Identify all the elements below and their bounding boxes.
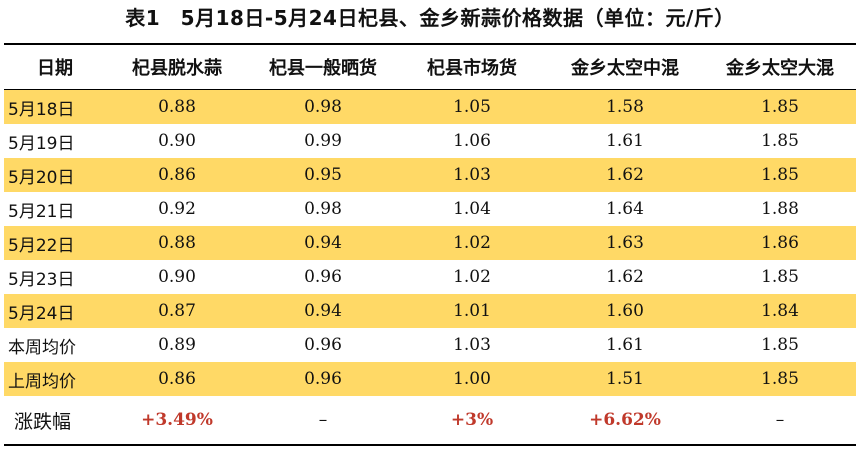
price-cell: 1.62 (606, 165, 644, 185)
price-cell: 1.63 (606, 233, 644, 253)
change-cell: – (775, 410, 785, 430)
price-cell: 0.94 (304, 301, 342, 321)
table-row-change: 涨跌幅 +3.49% – +3% +6.62% – (4, 396, 856, 446)
table-header-row: 日期 杞县脱水蒜 杞县一般晒货 杞县市场货 金乡太空中混 金乡太空大混 (4, 45, 856, 90)
price-cell: 1.85 (761, 369, 799, 389)
price-cell: 1.60 (606, 301, 644, 321)
price-cell: 1.61 (606, 131, 644, 151)
price-cell: 0.98 (304, 97, 342, 117)
column-header-qixian-market: 杞县市场货 (427, 58, 517, 79)
price-cell: 1.06 (453, 131, 491, 151)
price-cell: 1.86 (761, 233, 799, 253)
price-cell: 0.89 (158, 335, 196, 355)
date-cell: 5月18日 (8, 99, 75, 120)
price-cell: 1.85 (761, 267, 799, 287)
change-label: 涨跌幅 (14, 410, 72, 433)
table-row: 5月23日 0.90 0.96 1.02 1.62 1.85 (4, 260, 856, 294)
change-cell: +3.49% (141, 410, 213, 430)
price-cell: 0.94 (304, 233, 342, 253)
date-cell: 5月21日 (8, 201, 75, 222)
table-row-last-week-average: 上周均价 0.86 0.96 1.00 1.51 1.85 (4, 362, 856, 396)
price-cell: 1.85 (761, 165, 799, 185)
date-cell: 5月23日 (8, 269, 75, 290)
price-cell: 0.88 (158, 97, 196, 117)
table-row-this-week-average: 本周均价 0.89 0.96 1.03 1.61 1.85 (4, 328, 856, 362)
price-cell: 1.58 (606, 97, 644, 117)
table-row: 5月24日 0.87 0.94 1.01 1.60 1.84 (4, 294, 856, 328)
price-cell: 1.85 (761, 131, 799, 151)
price-cell: 1.88 (761, 199, 799, 219)
price-cell: 1.84 (761, 301, 799, 321)
price-cell: 1.64 (606, 199, 644, 219)
table-row: 5月21日 0.92 0.98 1.04 1.64 1.88 (4, 192, 856, 226)
price-cell: 0.96 (304, 267, 342, 287)
price-cell: 0.92 (158, 199, 196, 219)
price-cell: 1.61 (606, 335, 644, 355)
price-cell: 0.88 (158, 233, 196, 253)
price-cell: 1.85 (761, 97, 799, 117)
table-row: 5月22日 0.88 0.94 1.02 1.63 1.86 (4, 226, 856, 260)
column-header-jinxiang-medium: 金乡太空中混 (571, 58, 679, 79)
price-cell: 0.90 (158, 267, 196, 287)
price-cell: 1.03 (453, 165, 491, 185)
table-row: 5月18日 0.88 0.98 1.05 1.58 1.85 (4, 90, 856, 124)
date-cell: 5月20日 (8, 167, 75, 188)
date-cell: 5月24日 (8, 303, 75, 324)
price-cell: 1.85 (761, 335, 799, 355)
price-cell: 1.01 (453, 301, 491, 321)
price-cell: 1.51 (606, 369, 644, 389)
price-cell: 1.02 (453, 233, 491, 253)
price-cell: 0.95 (304, 165, 342, 185)
price-cell: 0.87 (158, 301, 196, 321)
column-header-date: 日期 (37, 58, 73, 79)
change-cell: +6.62% (589, 410, 661, 430)
price-cell: 0.86 (158, 165, 196, 185)
change-cell: +3% (450, 410, 494, 430)
price-table: 日期 杞县脱水蒜 杞县一般晒货 杞县市场货 金乡太空中混 金乡太空大混 5月18… (4, 43, 856, 446)
table-row: 5月20日 0.86 0.95 1.03 1.62 1.85 (4, 158, 856, 192)
price-cell: 0.90 (158, 131, 196, 151)
price-cell: 1.03 (453, 335, 491, 355)
price-cell: 0.96 (304, 335, 342, 355)
price-cell: 1.00 (453, 369, 491, 389)
table-row: 5月19日 0.90 0.99 1.06 1.61 1.85 (4, 124, 856, 158)
price-cell: 0.98 (304, 199, 342, 219)
price-cell: 0.96 (304, 369, 342, 389)
price-cell: 1.04 (453, 199, 491, 219)
column-header-qixian-dehydrated: 杞县脱水蒜 (132, 58, 222, 79)
price-cell: 1.02 (453, 267, 491, 287)
date-cell: 5月22日 (8, 235, 75, 256)
price-cell: 0.99 (304, 131, 342, 151)
date-cell: 5月19日 (8, 133, 75, 154)
column-header-qixian-sun-dried: 杞县一般晒货 (269, 58, 377, 79)
price-cell: 1.62 (606, 267, 644, 287)
price-cell: 1.05 (453, 97, 491, 117)
table-caption: 表1 5月18日-5月24日杞县、金乡新蒜价格数据（单位：元/斤） (125, 6, 735, 30)
date-cell: 本周均价 (8, 337, 76, 358)
change-cell: – (318, 410, 328, 430)
date-cell: 上周均价 (8, 371, 76, 392)
price-cell: 0.86 (158, 369, 196, 389)
column-header-jinxiang-large: 金乡太空大混 (726, 58, 834, 79)
